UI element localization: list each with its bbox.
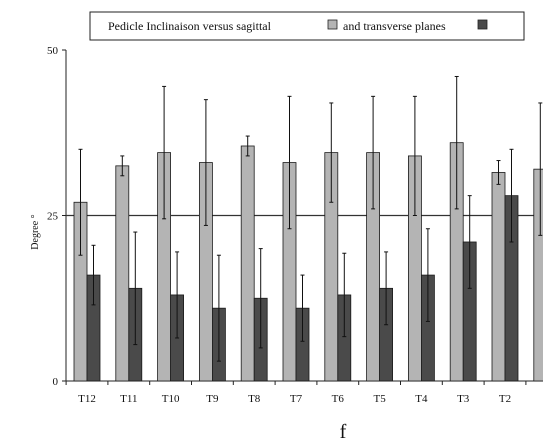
x-tick-labels: T12T11T10T9T8T7T6T5T4T3T2T [78,393,511,405]
bar-group-transverse-t2 [504,148,519,382]
bar-group-sagittal-t3 [449,75,464,382]
bar-group-sagittal-t11 [115,155,130,382]
bar-group-sagittal-t [533,102,543,382]
legend-label-transverse: and transverse planes [343,19,446,33]
y-tick-label: 50 [47,45,59,57]
bar-sagittal [491,172,506,382]
y-tick-label: 0 [53,376,59,388]
bar-group-sagittal-t8 [240,135,255,382]
bar-group-transverse-t6 [337,252,352,382]
y-tick-label: 25 [47,211,59,223]
bar-group-transverse-t5 [379,251,394,382]
bar-group-transverse-t10 [170,251,185,382]
bar-group-sagittal-t2 [491,160,506,382]
bar-group-sagittal-t7 [282,95,297,382]
bar-group-transverse-t8 [253,248,268,382]
x-tick-label: T8 [248,393,261,405]
bar-group-sagittal-t5 [366,95,381,382]
x-tick-label: T12 [78,393,96,405]
legend-swatch-sagittal [327,19,338,30]
bar-group-sagittal-t9 [198,99,213,382]
legend-box [89,11,525,41]
y-axis-label: Degree ° [30,214,41,249]
bar-sagittal [115,165,130,382]
legend: Pedicle Inclinaison versus sagittal and … [89,11,525,41]
x-tick-label: T9 [206,393,219,405]
x-tick-label: T5 [373,393,386,405]
legend-swatch-transverse [477,19,488,30]
x-tick-label: T4 [415,393,428,405]
legend-label-sagittal: Pedicle Inclinaison versus sagittal [108,19,272,33]
bars [73,75,543,382]
x-tick-label: T6 [332,393,345,405]
bar-group-transverse-t12 [86,244,101,382]
bar-group-sagittal-t12 [73,148,88,382]
bar-group-transverse-t3 [462,195,477,382]
bar-group-sagittal-t6 [324,102,339,382]
bar-sagittal [240,145,255,382]
bar-group-transverse-t9 [211,254,226,382]
figure-caption: f [340,421,347,441]
bar-group-transverse-t7 [295,274,310,382]
y-tick-labels: 0 25 50 [47,45,59,388]
bar-group-sagittal-t10 [157,85,172,382]
x-tick-label: T11 [120,393,137,405]
x-tick-label: T7 [290,393,303,405]
bar-group-sagittal-t4 [407,95,422,382]
x-tick-label: T2 [499,393,511,405]
x-tick-label: T3 [457,393,470,405]
bar-group-transverse-t4 [420,228,435,382]
bar-sagittal [533,168,543,382]
bar-group-transverse-t11 [128,231,143,382]
x-tick-label: T10 [162,393,180,405]
